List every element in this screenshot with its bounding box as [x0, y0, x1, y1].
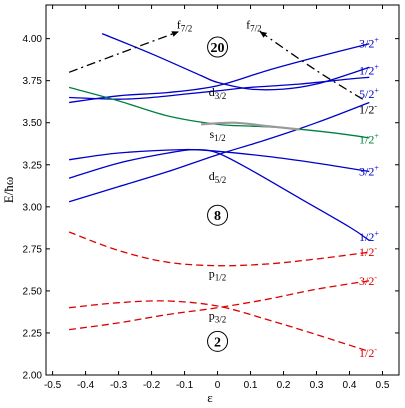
shell-label: s1/2	[209, 127, 225, 143]
series-layer	[68, 31, 370, 353]
y-tick-label: 3.00	[23, 202, 43, 213]
series-line-5	[69, 148, 370, 173]
level-label: 1/2-	[359, 101, 377, 116]
y-axis-title: E/ħω	[1, 176, 16, 203]
y-tick-label: 2.00	[23, 371, 43, 382]
x-tick-label: 0.1	[244, 380, 258, 391]
magic-number-circle	[207, 330, 229, 352]
level-label: 1/2+	[359, 63, 379, 78]
shell-label: p1/2	[209, 266, 227, 282]
level-label: 1/2-	[359, 345, 377, 360]
y-tick-label: 2.50	[23, 286, 43, 297]
series-line-4	[68, 148, 370, 242]
level-label: 5/2+	[359, 86, 379, 101]
x-tick-label: -0.3	[110, 380, 128, 391]
level-label: 1/2+	[359, 132, 379, 147]
series-line-6	[68, 86, 370, 139]
series-line-9	[69, 300, 370, 353]
x-tick-label: -0.5	[44, 380, 62, 391]
level-label: 3/2+	[359, 36, 379, 51]
f72-label: f7/2	[246, 18, 262, 34]
series-line-2	[69, 76, 370, 100]
x-tick-label: 0.4	[343, 380, 357, 391]
level-label: 1/2-	[359, 244, 377, 259]
x-tick-label: 0.5	[376, 380, 390, 391]
series-line-1	[69, 43, 370, 104]
f72-label: f7/2	[177, 18, 193, 34]
x-axis-title: ε	[207, 390, 213, 405]
y-tick-label: 3.25	[23, 160, 43, 171]
magic-number: 20	[211, 41, 225, 56]
x-tick-label: 0.2	[277, 380, 291, 391]
series-line-7	[201, 121, 301, 131]
magic-number-circle	[207, 204, 229, 226]
x-tick-label: 0	[215, 380, 221, 391]
series-line-8	[68, 231, 370, 267]
y-tick-label: 3.75	[23, 76, 43, 87]
level-label: 3/2-	[359, 273, 377, 288]
annotation-layer: d3/2 s1/2 d5/2 p1/2 p3/2 f7/2 f7/2 20 8 2 3/2+ 1/2+…	[177, 18, 380, 361]
shell-label: p3/2	[209, 309, 227, 325]
level-label: 3/2+	[359, 164, 379, 179]
shell-label: d5/2	[209, 169, 227, 185]
magic-number: 8	[214, 209, 221, 224]
series-line-10	[69, 280, 370, 331]
plot-frame	[45, 4, 400, 376]
series-line-0	[101, 32, 370, 91]
axis-ticks: -0.5 -0.4 -0.3 -0.2 -0.1 0 0.1 0.2 0.3 0.4 0.5 2.00…	[23, 5, 399, 391]
y-tick-label: 4.00	[23, 34, 43, 45]
level-label: 1/2+	[359, 229, 379, 244]
series-line-11	[68, 31, 179, 73]
x-tick-label: -0.1	[176, 380, 194, 391]
x-tick-label: 0.3	[310, 380, 324, 391]
series-line-3	[68, 101, 370, 203]
y-tick-label: 3.50	[23, 118, 43, 129]
y-tick-label: 2.75	[23, 244, 43, 255]
shell-label: d3/2	[209, 85, 227, 101]
magic-number-circle	[207, 36, 229, 58]
y-tick-label: 2.25	[23, 328, 43, 339]
x-tick-label: -0.4	[77, 380, 95, 391]
magic-number: 2	[214, 335, 221, 350]
x-tick-label: -0.2	[143, 380, 161, 391]
